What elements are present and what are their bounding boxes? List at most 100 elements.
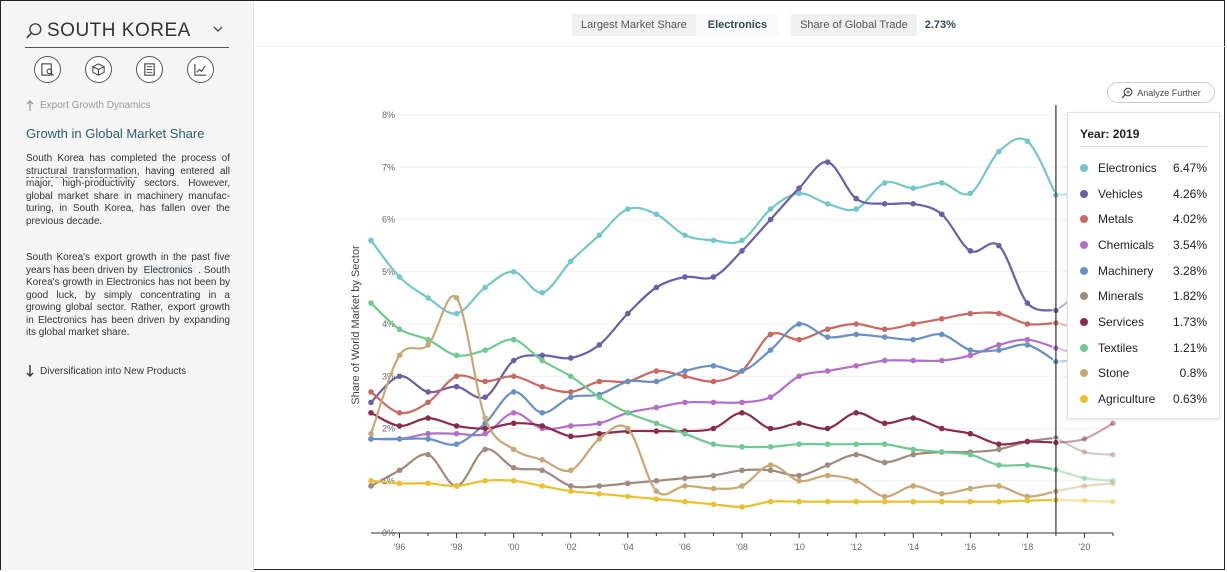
data-point[interactable] (1110, 498, 1116, 505)
data-point[interactable] (938, 491, 945, 497)
data-point[interactable] (425, 399, 431, 406)
data-point[interactable] (796, 477, 802, 484)
data-point[interactable] (996, 242, 1002, 249)
data-point[interactable] (596, 430, 603, 437)
data-point[interactable] (881, 180, 888, 186)
data-point[interactable] (853, 331, 859, 338)
data-point[interactable] (938, 425, 945, 432)
data-point[interactable] (596, 420, 603, 427)
data-point[interactable] (396, 436, 403, 442)
data-point[interactable] (510, 389, 517, 395)
data-point[interactable] (767, 394, 774, 400)
data-point[interactable] (710, 441, 717, 447)
data-point[interactable] (767, 206, 774, 212)
data-point[interactable] (967, 485, 974, 492)
data-point[interactable] (824, 326, 831, 333)
data-point[interactable] (1024, 300, 1031, 306)
data-point[interactable] (567, 394, 574, 400)
report-tool-button[interactable] (136, 56, 163, 83)
data-point[interactable] (739, 399, 745, 406)
data-point[interactable] (510, 464, 517, 471)
data-point[interactable] (425, 480, 431, 487)
data-point[interactable] (796, 190, 802, 197)
data-point[interactable] (567, 483, 574, 489)
data-point[interactable] (653, 368, 660, 374)
data-point[interactable] (510, 420, 517, 427)
data-point[interactable] (425, 430, 431, 437)
data-point[interactable] (539, 289, 546, 296)
data-point[interactable] (368, 399, 374, 406)
data-point[interactable] (625, 480, 631, 487)
data-point[interactable] (881, 459, 888, 466)
data-point[interactable] (625, 310, 631, 317)
data-point[interactable] (368, 389, 374, 395)
structural-transformation-link[interactable]: structural transformation (26, 165, 137, 178)
series-textiles[interactable] (368, 300, 1116, 484)
data-point[interactable] (1024, 438, 1031, 445)
data-point[interactable] (767, 331, 774, 338)
data-point[interactable] (910, 357, 917, 364)
data-point[interactable] (767, 216, 774, 223)
data-point[interactable] (682, 274, 688, 280)
data-point[interactable] (1024, 493, 1031, 500)
data-point[interactable] (739, 237, 745, 244)
data-point[interactable] (1110, 480, 1116, 487)
data-point[interactable] (596, 394, 603, 400)
data-point[interactable] (482, 415, 488, 421)
data-point[interactable] (425, 389, 431, 395)
data-point[interactable] (796, 373, 802, 380)
data-point[interactable] (853, 498, 859, 505)
data-point[interactable] (967, 352, 974, 359)
data-point[interactable] (910, 498, 917, 505)
data-point[interactable] (653, 420, 660, 427)
data-point[interactable] (824, 472, 831, 479)
data-point[interactable] (682, 368, 688, 374)
data-point[interactable] (653, 488, 660, 495)
data-point[interactable] (1024, 138, 1031, 144)
data-point[interactable] (453, 441, 460, 447)
data-point[interactable] (510, 336, 517, 343)
data-point[interactable] (596, 483, 603, 489)
country-selector[interactable]: SOUTH KOREA (25, 15, 229, 48)
data-point[interactable] (625, 206, 631, 212)
data-point[interactable] (482, 378, 488, 385)
data-point[interactable] (425, 342, 431, 348)
data-point[interactable] (453, 423, 460, 429)
data-point[interactable] (938, 211, 945, 218)
data-point[interactable] (853, 195, 859, 202)
data-point[interactable] (539, 383, 546, 390)
data-point[interactable] (796, 420, 802, 427)
data-point[interactable] (596, 491, 603, 497)
data-point[interactable] (453, 430, 460, 437)
data-point[interactable] (739, 504, 745, 510)
data-point[interactable] (910, 185, 917, 191)
data-point[interactable] (368, 300, 374, 306)
data-point[interactable] (967, 498, 974, 505)
data-point[interactable] (425, 336, 431, 343)
data-point[interactable] (567, 355, 574, 361)
data-point[interactable] (425, 436, 431, 442)
data-point[interactable] (767, 467, 774, 474)
data-point[interactable] (824, 462, 831, 468)
data-point[interactable] (996, 148, 1002, 155)
data-point[interactable] (910, 446, 917, 453)
data-point[interactable] (453, 352, 460, 359)
data-point[interactable] (710, 425, 717, 432)
data-point[interactable] (881, 334, 888, 340)
data-point[interactable] (739, 410, 745, 416)
data-point[interactable] (910, 415, 917, 421)
data-point[interactable] (1081, 475, 1088, 481)
data-point[interactable] (739, 483, 745, 489)
data-point[interactable] (710, 472, 717, 479)
data-point[interactable] (682, 475, 688, 481)
data-point[interactable] (482, 446, 488, 453)
data-point[interactable] (682, 498, 688, 505)
data-point[interactable] (510, 357, 517, 364)
data-point[interactable] (796, 441, 802, 447)
explore-tool-button[interactable] (34, 56, 61, 83)
data-point[interactable] (824, 201, 831, 207)
data-point[interactable] (996, 446, 1002, 453)
data-point[interactable] (767, 347, 774, 353)
data-point[interactable] (996, 347, 1002, 353)
data-point[interactable] (853, 321, 859, 327)
